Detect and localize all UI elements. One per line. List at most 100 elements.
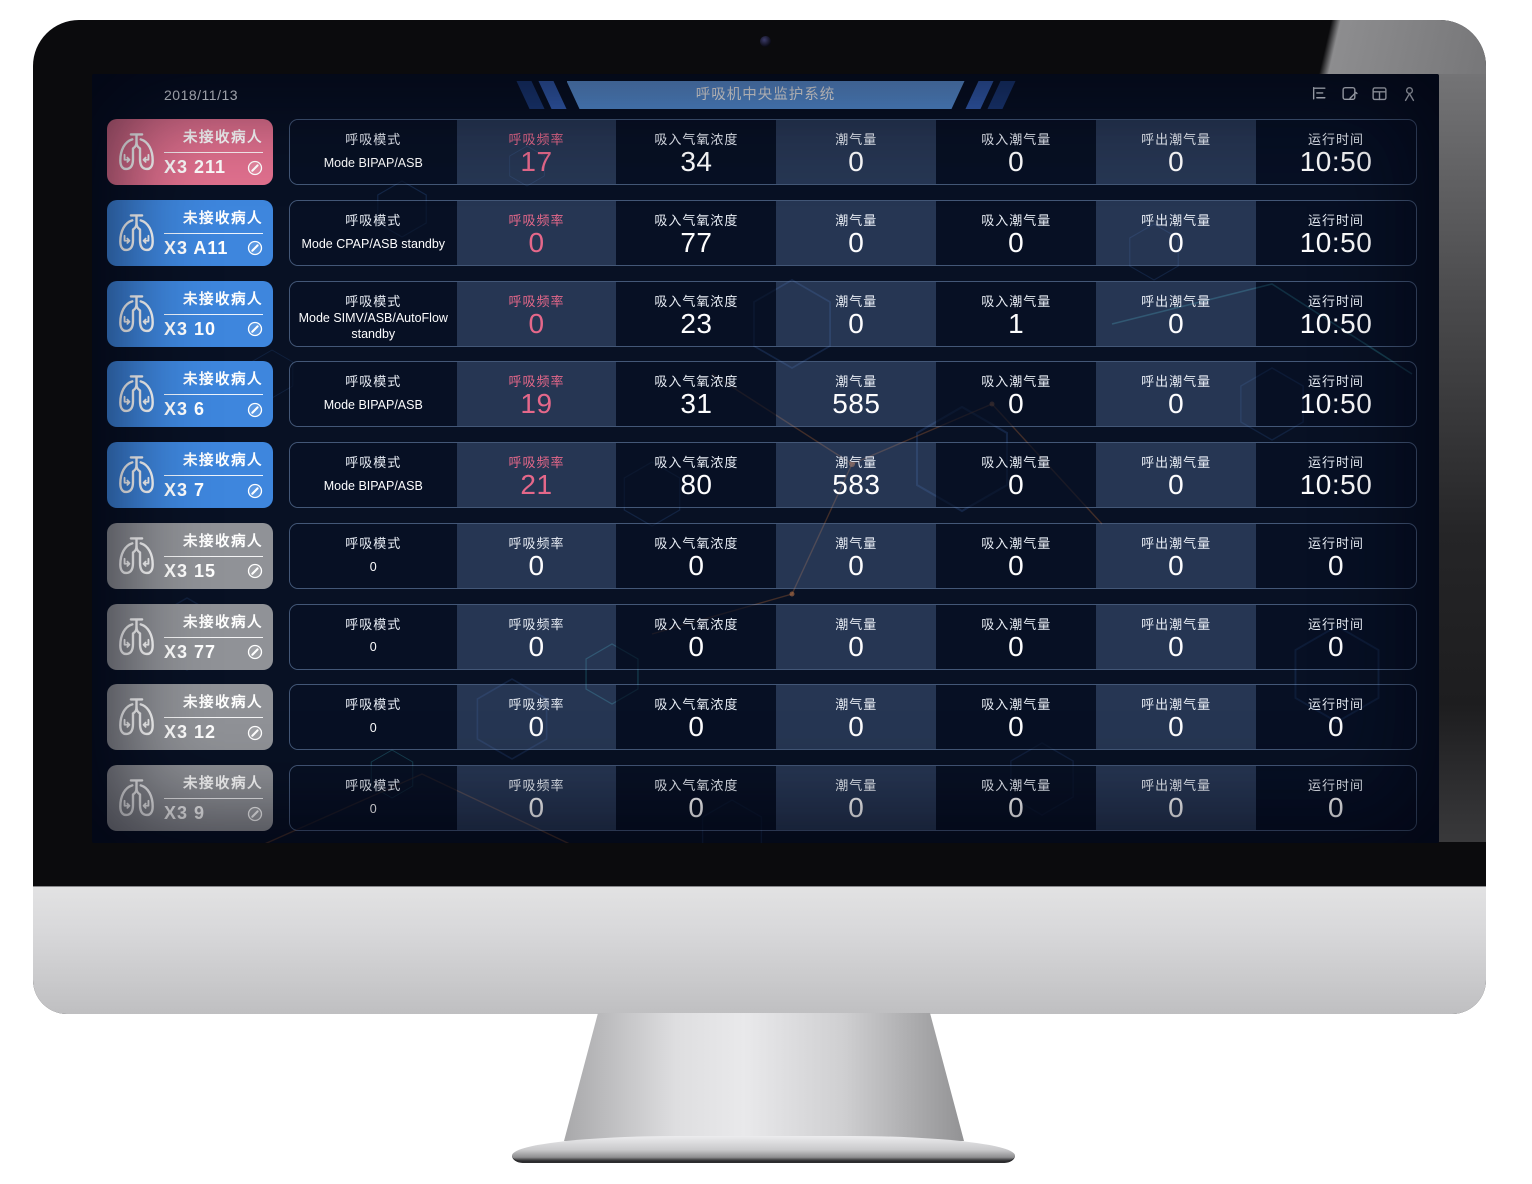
cell-breathing-rate: 呼吸频率 0 <box>456 766 617 830</box>
column-header: 潮气量 <box>835 374 878 390</box>
bezel-edge-reflection <box>1437 74 1486 842</box>
inhaled-tidal-volume-value: 0 <box>1008 711 1025 743</box>
patient-badge[interactable]: 未接收病人 X3 77 <box>107 603 273 670</box>
cell-fio2: 吸入气氧浓度 23 <box>616 281 777 346</box>
mode-value: 0 <box>369 801 377 816</box>
inhaled-tidal-volume-value: 0 <box>1008 792 1025 823</box>
patient-id: X3 6 <box>164 399 206 420</box>
cell-inhaled-tidal-volume: 吸入潮气量 0 <box>936 523 1097 588</box>
tidal-volume-value: 0 <box>848 792 865 823</box>
rate-value: 0 <box>528 226 545 258</box>
runtime-value: 0 <box>1327 711 1345 743</box>
tidal-volume-value: 0 <box>848 711 865 743</box>
edit-icon[interactable] <box>247 806 263 822</box>
edit-icon[interactable] <box>247 402 263 418</box>
cell-breathing-rate: 呼吸频率 0 <box>456 200 617 265</box>
edit-icon[interactable] <box>247 240 263 256</box>
rate-value: 17 <box>520 146 553 177</box>
cell-inhaled-tidal-volume: 吸入潮气量 0 <box>936 685 1097 750</box>
layout-icon[interactable] <box>1370 85 1389 102</box>
fio2-value: 23 <box>680 307 713 339</box>
patient-badge[interactable]: 未接收病人 X3 12 <box>107 684 273 751</box>
column-header: 呼吸频率 <box>508 132 565 147</box>
column-header: 呼吸频率 <box>508 374 565 390</box>
rate-value: 21 <box>520 469 553 500</box>
column-header: 吸入潮气量 <box>981 374 1052 390</box>
patient-status: 未接收病人 <box>164 288 263 315</box>
patient-row: 未接收病人 X3 7 呼吸模式 Mode BIPAP/ASB 呼 <box>107 442 1417 508</box>
inhaled-tidal-volume-value: 0 <box>1008 469 1025 500</box>
edit-note-icon[interactable] <box>1340 85 1359 102</box>
patient-id: X3 9 <box>164 803 206 823</box>
mode-value: 0 <box>369 559 377 574</box>
patient-badge[interactable]: 未接收病人 X3 10 <box>107 280 273 347</box>
cell-breathing-rate: 呼吸频率 0 <box>456 604 617 669</box>
mode-value: Mode BIPAP/ASB <box>323 398 423 412</box>
edit-icon[interactable] <box>247 160 263 176</box>
mode-value: Mode SIMV/ASB/AutoFlow standby <box>298 310 448 341</box>
exhaled-tidal-volume-value: 0 <box>1168 146 1185 177</box>
cell-exhaled-tidal-volume: 呼出潮气量 0 <box>1096 685 1257 750</box>
vitals-panel: 呼吸模式 Mode BIPAP/ASB 呼吸频率 17 吸入气氧浓度 34 潮气… <box>289 119 1417 185</box>
cell-runtime: 运行时间 10:50 <box>1256 281 1416 346</box>
patient-status: 未接收病人 <box>164 530 263 557</box>
column-header: 呼吸频率 <box>508 697 565 713</box>
cell-inhaled-tidal-volume: 吸入潮气量 1 <box>936 281 1097 346</box>
column-header: 呼出潮气量 <box>1141 697 1212 713</box>
lungs-icon <box>119 213 154 251</box>
fio2-value: 34 <box>680 146 713 177</box>
cell-exhaled-tidal-volume: 呼出潮气量 0 <box>1096 120 1257 184</box>
runtime-value: 10:50 <box>1299 388 1373 420</box>
rate-value: 0 <box>528 630 545 662</box>
column-header: 呼吸频率 <box>508 616 565 632</box>
column-header: 运行时间 <box>1308 293 1365 309</box>
cell-breathing-mode: 呼吸模式 Mode CPAP/ASB standby <box>290 200 457 265</box>
outline-list-icon[interactable] <box>1310 85 1329 102</box>
column-header: 潮气量 <box>835 535 878 551</box>
column-header: 运行时间 <box>1308 212 1365 228</box>
rate-value: 0 <box>528 711 545 743</box>
patient-id-row: X3 12 <box>164 718 263 743</box>
column-header: 呼吸模式 <box>345 535 402 551</box>
patient-badge[interactable]: 未接收病人 X3 9 <box>107 765 273 831</box>
cell-fio2: 吸入气氧浓度 80 <box>616 443 777 507</box>
patient-id: X3 211 <box>164 157 227 177</box>
cell-inhaled-tidal-volume: 吸入潮气量 0 <box>936 443 1097 507</box>
column-header: 运行时间 <box>1308 697 1365 713</box>
patient-row: 未接收病人 X3 6 呼吸模式 Mode BIPAP/ASB 呼 <box>107 361 1417 428</box>
cell-exhaled-tidal-volume: 呼出潮气量 0 <box>1096 523 1257 588</box>
column-header: 呼吸模式 <box>345 132 402 147</box>
column-header: 吸入潮气量 <box>981 616 1052 632</box>
patient-badge[interactable]: 未接收病人 X3 15 <box>107 522 273 589</box>
patient-badge[interactable]: 未接收病人 X3 7 <box>107 442 273 508</box>
patient-badge[interactable]: 未接收病人 X3 A11 <box>107 199 273 266</box>
exhaled-tidal-volume-value: 0 <box>1168 469 1185 500</box>
user-icon[interactable] <box>1400 85 1419 102</box>
column-header: 呼出潮气量 <box>1141 212 1212 228</box>
column-header: 吸入气氧浓度 <box>654 778 739 793</box>
column-header: 呼吸模式 <box>345 616 402 632</box>
fio2-value: 0 <box>688 711 705 743</box>
badge-text: 未接收病人 X3 77 <box>164 611 263 663</box>
edit-icon[interactable] <box>247 725 263 741</box>
patient-badge[interactable]: 未接收病人 X3 211 <box>107 119 273 185</box>
patient-row: 未接收病人 X3 12 呼吸模式 0 呼吸频率 <box>107 684 1417 751</box>
cell-fio2: 吸入气氧浓度 0 <box>616 604 777 669</box>
mode-value: Mode BIPAP/ASB <box>323 478 423 493</box>
cell-runtime: 运行时间 10:50 <box>1256 200 1416 265</box>
edit-icon[interactable] <box>247 321 263 337</box>
inhaled-tidal-volume-value: 0 <box>1008 630 1025 662</box>
patient-row: 未接收病人 X3 15 呼吸模式 0 呼吸频率 <box>107 522 1417 589</box>
tidal-volume-value: 0 <box>848 307 865 339</box>
patient-badge[interactable]: 未接收病人 X3 6 <box>107 361 273 428</box>
cell-breathing-rate: 呼吸频率 0 <box>456 523 617 588</box>
cell-breathing-rate: 呼吸频率 17 <box>456 120 617 184</box>
edit-icon[interactable] <box>247 644 263 660</box>
cell-tidal-volume: 潮气量 583 <box>776 443 937 507</box>
column-header: 潮气量 <box>835 293 878 309</box>
patient-status: 未接收病人 <box>164 691 263 719</box>
edit-icon[interactable] <box>247 563 263 579</box>
edit-icon[interactable] <box>247 483 263 499</box>
column-header: 呼吸模式 <box>345 374 402 390</box>
date-label: 2018/11/13 <box>164 87 239 103</box>
